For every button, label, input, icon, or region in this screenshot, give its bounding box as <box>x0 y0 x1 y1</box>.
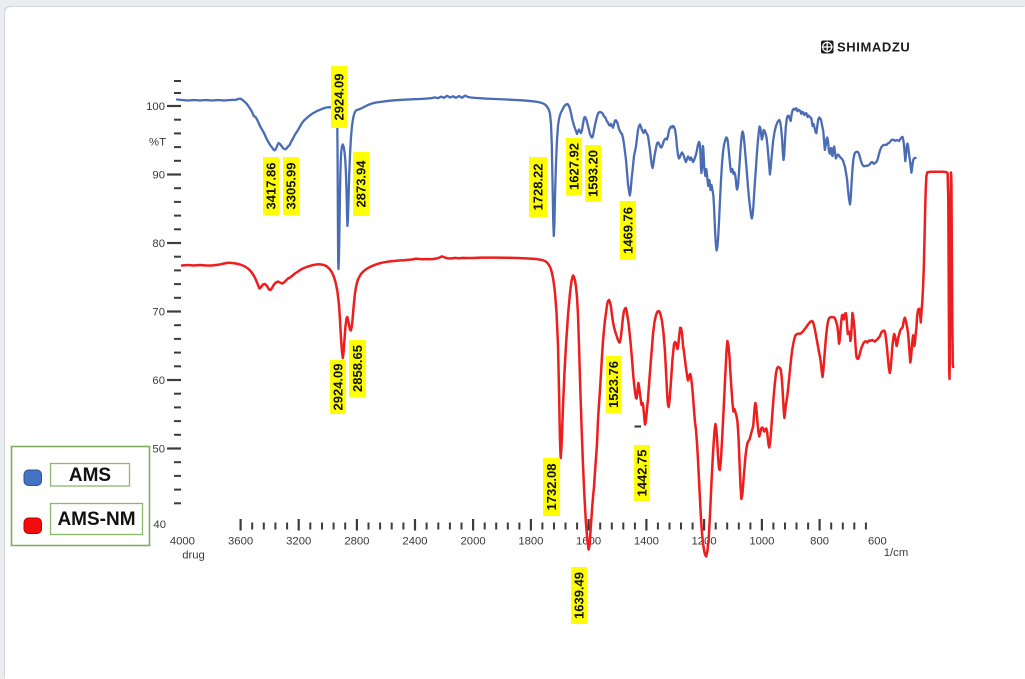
svg-text:1000: 1000 <box>749 536 774 548</box>
svg-text:1728.22: 1728.22 <box>531 164 546 211</box>
svg-text:SHIMADZU: SHIMADZU <box>837 40 910 55</box>
svg-text:1442.75: 1442.75 <box>635 450 650 497</box>
svg-text:50: 50 <box>152 444 165 456</box>
svg-text:1800: 1800 <box>518 536 543 548</box>
svg-text:3417.86: 3417.86 <box>264 163 279 210</box>
svg-text:40: 40 <box>153 519 166 531</box>
svg-text:3305.99: 3305.99 <box>284 163 299 210</box>
svg-text:2858.65: 2858.65 <box>350 345 365 392</box>
svg-text:1593.20: 1593.20 <box>586 150 601 197</box>
svg-text:90: 90 <box>152 170 165 182</box>
svg-text:80: 80 <box>152 238 165 250</box>
svg-text:1400: 1400 <box>634 536 659 548</box>
svg-text:drug: drug <box>182 550 205 562</box>
svg-text:1523.76: 1523.76 <box>606 361 621 408</box>
svg-text:1732.08: 1732.08 <box>544 464 559 511</box>
svg-text:AMS: AMS <box>69 465 111 486</box>
svg-text:1/cm: 1/cm <box>884 547 908 559</box>
svg-text:100: 100 <box>146 101 165 113</box>
svg-text:2924.09: 2924.09 <box>332 74 347 121</box>
svg-text:3200: 3200 <box>286 536 311 548</box>
svg-text:2400: 2400 <box>402 536 427 548</box>
svg-text:1627.92: 1627.92 <box>567 143 582 190</box>
svg-text:2924.09: 2924.09 <box>331 364 346 411</box>
svg-text:1469.76: 1469.76 <box>621 207 636 254</box>
svg-text:1639.49: 1639.49 <box>572 572 587 619</box>
svg-text:AMS-NM: AMS-NM <box>57 509 135 530</box>
svg-text:%T: %T <box>149 137 166 149</box>
svg-text:4000: 4000 <box>170 536 195 548</box>
svg-text:2873.94: 2873.94 <box>354 160 369 208</box>
svg-text:3600: 3600 <box>228 536 253 548</box>
svg-text:2800: 2800 <box>344 536 369 548</box>
svg-text:2000: 2000 <box>461 536 486 548</box>
svg-text:600: 600 <box>868 536 887 548</box>
svg-text:60: 60 <box>152 375 165 387</box>
svg-text:70: 70 <box>152 307 165 319</box>
svg-text:800: 800 <box>810 536 829 548</box>
